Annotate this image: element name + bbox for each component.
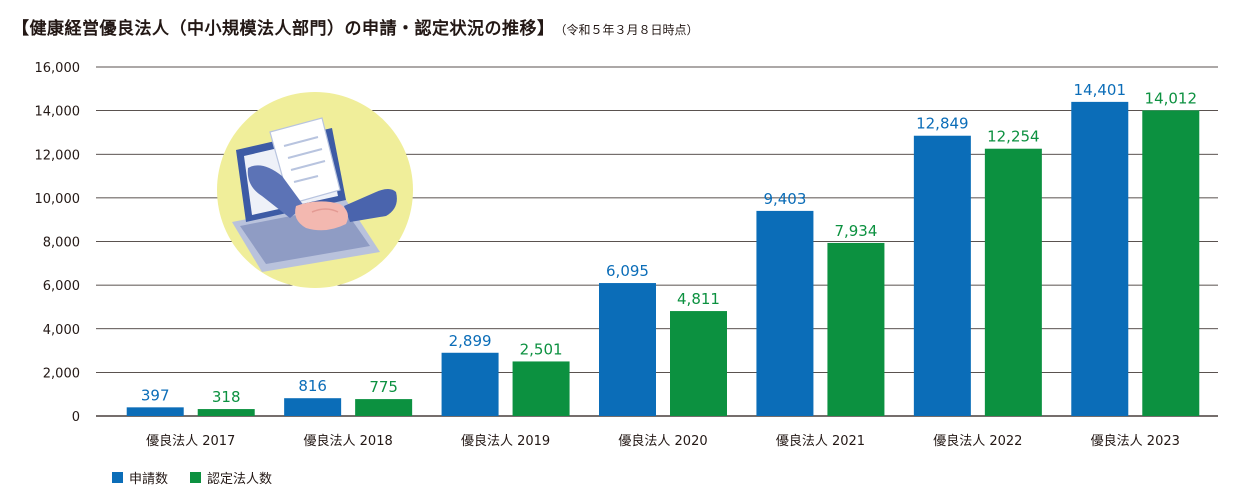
legend: 申請数 認定法人数 <box>112 468 272 487</box>
data-label-applications: 2,899 <box>449 332 492 350</box>
bar-certified <box>512 361 570 416</box>
y-tick-label: 12,000 <box>35 148 81 163</box>
bar-certified <box>355 399 413 416</box>
data-label-certified: 318 <box>212 388 241 406</box>
data-label-certified: 12,254 <box>987 128 1040 146</box>
handshake-hands <box>295 201 348 231</box>
data-label-certified: 775 <box>369 378 398 396</box>
y-tick-label: 10,000 <box>35 192 81 207</box>
bar-applications <box>599 283 656 416</box>
y-tick-label: 0 <box>72 410 80 425</box>
bars <box>126 101 1200 417</box>
bar-certified <box>1142 110 1200 416</box>
bar-applications <box>284 398 342 416</box>
x-tick-label: 優良法人 2021 <box>776 433 865 449</box>
bar-applications <box>913 135 971 416</box>
data-label-certified: 14,012 <box>1145 89 1198 107</box>
x-tick-label: 優良法人 2019 <box>461 433 550 449</box>
left-arm <box>247 165 304 218</box>
data-label-applications: 6,095 <box>606 262 649 280</box>
bar-applications <box>126 407 184 416</box>
bar-applications <box>1071 101 1129 417</box>
chart-title: 【健康経営優良法人（中小規模法人部門）の申請・認定状況の推移】 <box>12 19 555 39</box>
x-tick-label: 優良法人 2017 <box>146 433 235 449</box>
x-axis: 優良法人 2017 優良法人 2018 優良法人 2019 優良法人 2020 優良法人… <box>146 433 1180 449</box>
data-labels: 397 318 816 775 2,899 2,501 6,095 4,811 9,403 7,9… <box>141 81 1197 406</box>
y-tick-label: 16,000 <box>35 61 81 76</box>
bar-certified <box>827 242 885 416</box>
y-tick-label: 14,000 <box>35 105 81 120</box>
title-row: 【健康経営優良法人（中小規模法人部門）の申請・認定状況の推移】 （令和５年３月８日… <box>12 14 699 39</box>
bar-certified <box>670 311 727 416</box>
x-tick-label: 優良法人 2023 <box>1091 433 1180 449</box>
legend-label-applications: 申請数 <box>129 472 169 487</box>
x-tick-label: 優良法人 2018 <box>304 433 393 449</box>
bar-applications <box>756 210 814 416</box>
bar-certified <box>984 148 1042 416</box>
x-tick-label: 優良法人 2020 <box>618 433 707 449</box>
data-label-applications: 9,403 <box>763 190 806 208</box>
legend-label-certified: 認定法人数 <box>207 472 273 487</box>
right-arm <box>344 189 397 222</box>
bar-certified <box>197 409 255 416</box>
data-label-certified: 7,934 <box>834 222 877 240</box>
data-label-applications: 397 <box>141 386 170 404</box>
handshake-illustration <box>217 92 413 288</box>
y-tick-label: 4,000 <box>43 323 80 338</box>
y-tick-label: 8,000 <box>43 236 80 251</box>
bar-applications <box>441 352 499 416</box>
y-tick-label: 6,000 <box>43 279 80 294</box>
data-label-applications: 12,849 <box>916 115 969 133</box>
legend-item-applications: 申請数 <box>112 468 168 487</box>
y-axis: 0 2,000 4,000 6,000 8,000 10,000 12,000 14,000 1… <box>35 61 81 425</box>
y-tick-label: 2,000 <box>43 366 80 381</box>
x-tick-label: 優良法人 2022 <box>933 433 1022 449</box>
data-label-certified: 4,811 <box>677 290 720 308</box>
legend-item-certified: 認定法人数 <box>190 468 272 487</box>
legend-swatch-applications <box>112 472 123 483</box>
date-note: （令和５年３月８日時点） <box>560 23 699 37</box>
data-label-applications: 14,401 <box>1074 81 1127 99</box>
legend-swatch-certified <box>190 472 202 483</box>
data-label-certified: 2,501 <box>520 340 563 358</box>
data-label-applications: 816 <box>298 377 327 395</box>
